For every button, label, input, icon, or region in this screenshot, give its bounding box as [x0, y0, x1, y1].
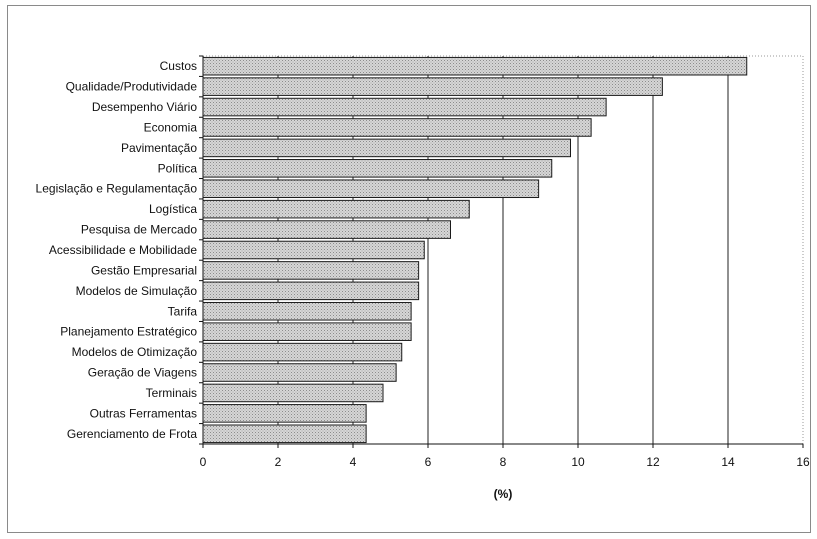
bar-0 — [202, 56, 748, 76]
category-label-6: Legislação e Regulamentação — [36, 182, 198, 196]
category-label-7: Logística — [149, 202, 197, 216]
category-label-5: Política — [158, 161, 198, 175]
axes — [199, 55, 804, 448]
bar-8 — [202, 220, 451, 239]
category-label-10: Gestão Empresarial — [91, 263, 197, 277]
bar-14 — [202, 342, 403, 362]
x-axis-title: (%) — [494, 487, 513, 501]
bars — [202, 56, 748, 444]
bar-11 — [202, 281, 420, 301]
category-label-4: Pavimentação — [121, 141, 197, 155]
category-label-3: Economia — [144, 120, 198, 134]
x-tick-label-4: 4 — [350, 455, 357, 469]
bar-3 — [202, 118, 592, 137]
category-labels: Custos Qualidade/Produtividade Desempenho … — [36, 59, 198, 441]
bar-7 — [202, 199, 470, 219]
category-label-0: Custos — [160, 59, 197, 73]
bar-16 — [202, 383, 384, 403]
category-label-8: Pesquisa de Mercado — [81, 223, 197, 237]
category-label-12: Tarifa — [168, 304, 198, 318]
category-label-15: Geração de Viagens — [88, 366, 197, 380]
x-tick-label-16: 16 — [796, 455, 810, 469]
bar-1 — [202, 77, 663, 96]
bar-9 — [202, 240, 425, 260]
bar-6 — [202, 179, 540, 199]
x-tick-label-2: 2 — [275, 455, 282, 469]
bar-13 — [202, 322, 412, 341]
x-tick-label-0: 0 — [200, 455, 207, 469]
category-label-16: Terminais — [146, 386, 197, 400]
x-tick-label-14: 14 — [721, 455, 735, 469]
bar-2 — [202, 97, 607, 117]
category-label-11: Modelos de Simulação — [76, 284, 198, 298]
bar-10 — [202, 261, 420, 280]
x-tick-label-6: 6 — [425, 455, 432, 469]
chart-frame — [7, 5, 811, 533]
bar-17 — [202, 404, 367, 423]
bar-15 — [202, 363, 397, 382]
category-label-9: Acessibilidade e Mobilidade — [49, 243, 197, 257]
bar-18 — [202, 424, 367, 444]
bar-5 — [202, 159, 553, 178]
category-label-2: Desempenho Viário — [92, 100, 198, 114]
x-tick-labels: 0 2 4 6 8 10 12 14 16 — [200, 455, 810, 469]
category-label-13: Planejamento Estratégico — [60, 325, 197, 339]
category-label-1: Qualidade/Produtividade — [66, 80, 198, 94]
x-tick-label-12: 12 — [646, 455, 660, 469]
category-label-17: Outras Ferramentas — [90, 406, 197, 420]
category-label-18: Gerenciamento de Frota — [67, 427, 197, 441]
x-tick-label-8: 8 — [500, 455, 507, 469]
category-label-14: Modelos de Otimização — [72, 345, 198, 359]
bar-4 — [202, 138, 571, 158]
bar-12 — [202, 301, 412, 321]
x-tick-label-10: 10 — [571, 455, 585, 469]
